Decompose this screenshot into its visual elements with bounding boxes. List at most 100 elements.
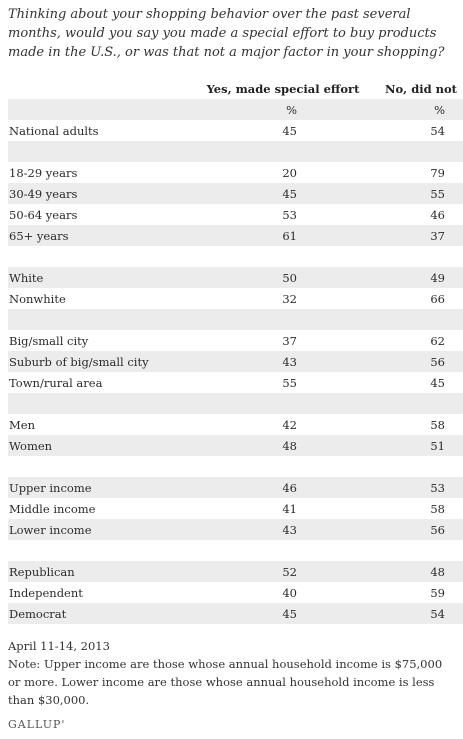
header-no: No, did not <box>385 81 457 96</box>
row-yes-value: 45 <box>282 123 297 138</box>
row-no-value: 54 <box>430 123 445 138</box>
row-label: 30-49 years <box>8 183 199 204</box>
row-label: Democrat <box>8 603 199 624</box>
row-no-value: 56 <box>367 351 463 372</box>
table-row: 18-29 years 20 79 <box>8 162 463 183</box>
row-label: Nonwhite <box>9 291 66 306</box>
table-row: Middle income 41 58 <box>8 498 463 519</box>
table-row <box>8 393 463 414</box>
row-label: Lower income <box>8 519 199 540</box>
row-yes-value <box>199 141 367 162</box>
unit-yes: % <box>199 99 367 120</box>
row-no-value: 79 <box>430 165 445 180</box>
header-label-cell <box>8 78 199 99</box>
row-yes-value: 48 <box>199 435 367 456</box>
results-table: Yes, made special effort No, did not % %… <box>8 78 463 624</box>
row-label: 18-29 years <box>9 165 78 180</box>
row-no-value: 51 <box>367 435 463 456</box>
row-label: Men <box>9 417 35 432</box>
footer-date: April 11-14, 2013 <box>8 639 110 653</box>
row-yes-value: 61 <box>199 225 367 246</box>
row-no-value <box>367 393 463 414</box>
row-label <box>8 309 199 330</box>
table-row <box>8 456 463 477</box>
question-text: Thinking about your shopping behavior ov… <box>8 7 445 60</box>
row-label: Town/rural area <box>9 375 103 390</box>
footer-note: Note: Upper income are those whose annua… <box>8 657 443 707</box>
row-label: National adults <box>9 123 99 138</box>
table-row <box>8 141 463 162</box>
row-no-value: 49 <box>367 267 463 288</box>
row-label: Suburb of big/small city <box>8 351 199 372</box>
row-label: Upper income <box>8 477 199 498</box>
header-row: Yes, made special effort No, did not <box>8 78 463 99</box>
row-label <box>8 456 199 477</box>
table-row: White 50 49 <box>8 267 463 288</box>
table-row <box>8 540 463 561</box>
table-row: 65+ years 61 37 <box>8 225 463 246</box>
row-no-value <box>367 141 463 162</box>
row-no-value: 59 <box>430 585 445 600</box>
row-label: Middle income <box>9 501 96 516</box>
table-row: National adults 45 54 <box>8 120 463 141</box>
table-row: Suburb of big/small city 43 56 <box>8 351 463 372</box>
table-row: Town/rural area 55 45 <box>8 372 463 393</box>
row-yes-value: 43 <box>199 351 367 372</box>
row-no-value: 58 <box>430 501 445 516</box>
row-yes-value <box>199 309 367 330</box>
row-yes-value: 43 <box>199 519 367 540</box>
row-no-value <box>367 246 463 267</box>
row-no-value: 58 <box>430 417 445 432</box>
row-label: White <box>8 267 199 288</box>
row-label: Women <box>8 435 199 456</box>
table-row: Nonwhite 32 66 <box>8 288 463 309</box>
row-yes-value <box>199 540 367 561</box>
row-label: Independent <box>9 585 83 600</box>
row-no-value: 45 <box>430 375 445 390</box>
table-row: Big/small city 37 62 <box>8 330 463 351</box>
row-no-value <box>367 456 463 477</box>
row-yes-value: 46 <box>199 477 367 498</box>
row-yes-value: 53 <box>282 207 297 222</box>
table-row: Men 42 58 <box>8 414 463 435</box>
row-yes-value <box>199 393 367 414</box>
table-row <box>8 309 463 330</box>
table-row <box>8 246 463 267</box>
row-no-value: 53 <box>367 477 463 498</box>
table-row: Democrat 45 54 <box>8 603 463 624</box>
row-no-value: 55 <box>367 183 463 204</box>
row-label <box>8 141 199 162</box>
row-yes-value: 20 <box>282 165 297 180</box>
unit-no: % <box>367 99 463 120</box>
table-row: Upper income 46 53 <box>8 477 463 498</box>
row-no-value: 56 <box>367 519 463 540</box>
table-row: 50-64 years 53 46 <box>8 204 463 225</box>
row-no-value: 66 <box>430 291 445 306</box>
row-yes-value: 52 <box>199 561 367 582</box>
row-yes-value: 42 <box>282 417 297 432</box>
row-label: 50-64 years <box>9 207 78 222</box>
row-no-value: 48 <box>367 561 463 582</box>
row-label <box>8 393 199 414</box>
row-yes-value <box>199 456 367 477</box>
table-body: National adults 45 54 18-29 years 20 79 30-49 … <box>8 120 463 624</box>
row-no-value <box>367 540 463 561</box>
row-no-value: 62 <box>430 333 445 348</box>
header-yes: Yes, made special effort <box>206 81 360 96</box>
row-label: Republican <box>8 561 199 582</box>
row-yes-value: 40 <box>282 585 297 600</box>
row-yes-value: 41 <box>282 501 297 516</box>
gallup-logo: GALLUP' <box>8 718 66 731</box>
row-yes-value: 55 <box>282 375 297 390</box>
table-row: Lower income 43 56 <box>8 519 463 540</box>
row-label: Big/small city <box>9 333 89 348</box>
table-row: Women 48 51 <box>8 435 463 456</box>
row-no-value: 46 <box>430 207 445 222</box>
row-yes-value: 50 <box>199 267 367 288</box>
footer: April 11-14, 2013 Note: Upper income are… <box>8 637 456 709</box>
row-yes-value <box>199 246 367 267</box>
row-no-value: 54 <box>367 603 463 624</box>
row-label: 65+ years <box>8 225 199 246</box>
row-yes-value: 45 <box>199 603 367 624</box>
